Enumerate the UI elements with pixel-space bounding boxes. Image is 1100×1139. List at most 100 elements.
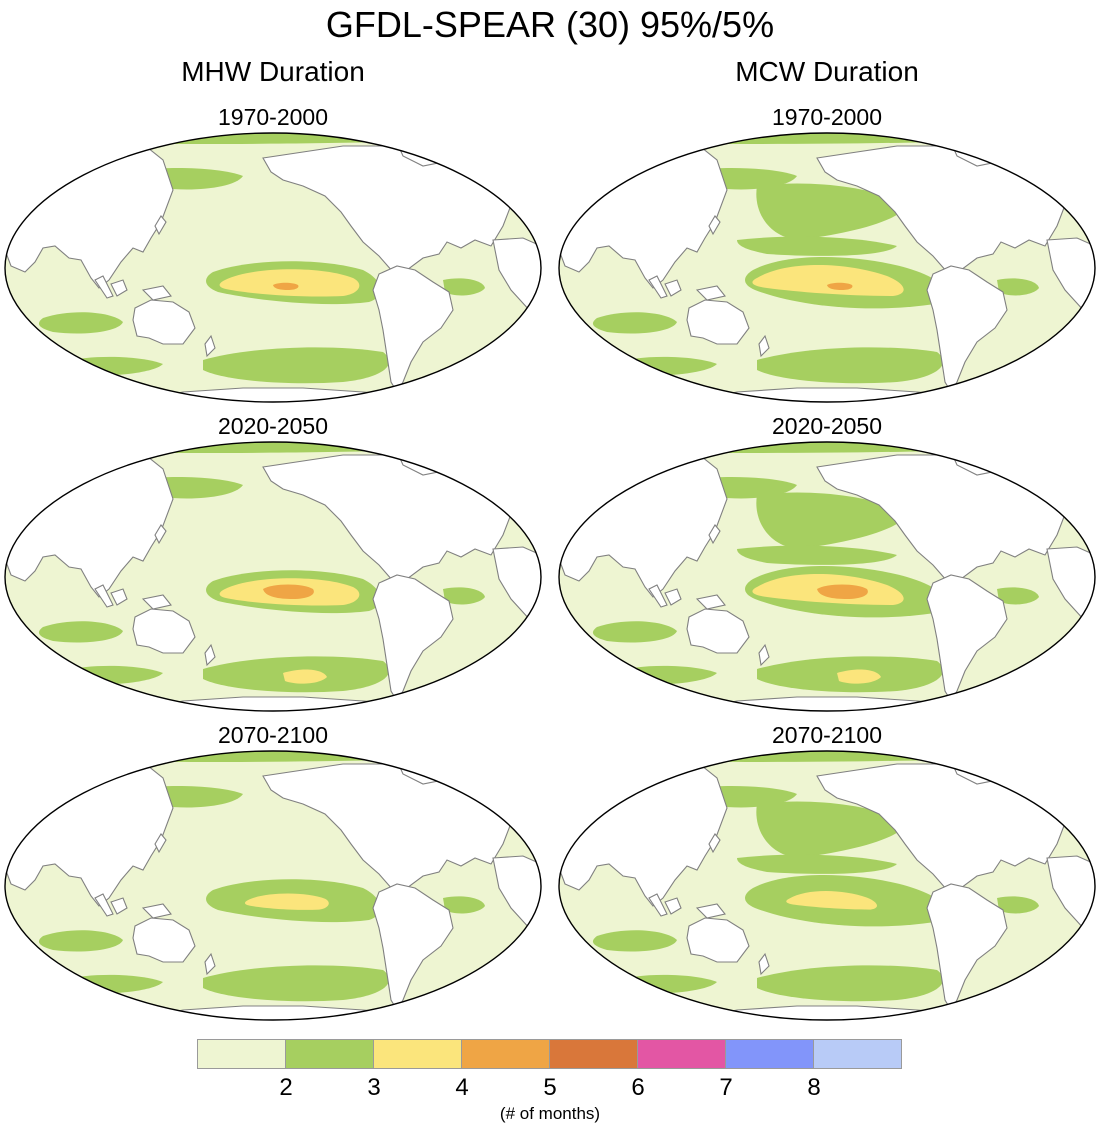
land-newguinea [695,594,726,610]
land-nz [758,643,770,667]
map-panel: 2070-2100 [3,722,543,1022]
land-japan [154,833,167,854]
figure-title: GFDL-SPEAR (30) 95%/5% [325,4,775,45]
duration-region-4-months [752,265,904,296]
world-map [558,132,1096,403]
land-newguinea [141,594,172,610]
land-japan [154,524,167,545]
colorbar-tick-label: 2 [279,1074,293,1101]
land-japan [708,524,721,545]
duration-region-3-months [756,183,907,240]
duration-region-3-months [757,347,944,384]
colorbar-swatch [637,1039,726,1069]
land-nz [758,334,770,358]
duration-region-3-months [737,854,897,874]
land-borneo [664,279,682,297]
colorbar-tick-label: 5 [543,1074,557,1101]
colorbar-swatch [197,1039,286,1069]
land-australia [132,299,196,345]
land-nz [204,643,216,667]
land-australia [686,608,750,654]
duration-region-3-months [997,278,1039,296]
duration-region-3-months [443,896,485,914]
map-boundary [558,750,1096,1021]
duration-region-5-months [827,282,853,290]
map-panel: 2070-2100 [557,722,1097,1022]
colorbar-tick-label: 4 [455,1074,469,1101]
duration-region-4-months [837,669,881,684]
colorbar-swatch [549,1039,638,1069]
duration-region-5-months [263,584,314,599]
land-japan [708,833,721,854]
colorbar [197,1039,902,1069]
duration-region-4-months [283,669,327,684]
land-sumatra [648,584,668,608]
land-samerica [926,883,1008,1012]
duration-region-3-months [1017,666,1087,685]
duration-region-3-months [443,278,485,296]
colorbar-tick-label: 7 [719,1074,733,1101]
land-nz [758,952,770,976]
world-map [4,750,542,1021]
world-map [558,750,1096,1021]
colorbar-units: (# of months) [499,1104,601,1123]
panel-title: 2070-2100 [218,722,328,748]
land-nz [204,952,216,976]
duration-region-3-months [592,621,677,643]
colorbar-swatch [725,1039,814,1069]
duration-region-3-months [38,621,124,643]
duration-region-3-months [997,896,1039,914]
duration-region-3-months [997,587,1039,605]
panel-title: 1970-2000 [772,104,882,130]
land-sumatra [94,584,114,608]
land-samerica [372,574,454,703]
land-japan [708,215,721,236]
panel-title: 2020-2050 [218,413,328,439]
world-map [4,441,542,712]
land-newguinea [141,903,172,919]
land-australia [686,299,750,345]
map-boundary [558,132,1096,403]
duration-region-3-months [737,545,897,565]
map-panel: 2020-2050 [557,413,1097,713]
colorbar-swatch [373,1039,462,1069]
land-samerica [926,574,1008,703]
map-panel: 2020-2050 [3,413,543,713]
land-sumatra [94,893,114,917]
land-newguinea [141,285,172,301]
land-australia [132,608,196,654]
land-borneo [110,588,128,606]
panel-title: 2070-2100 [772,722,882,748]
land-nz [204,334,216,358]
land-borneo [110,279,128,297]
duration-region-5-months [273,282,299,290]
panel-title: 2020-2050 [772,413,882,439]
panel-title: 1970-2000 [218,104,328,130]
duration-region-3-months [203,965,390,1002]
duration-region-3-months [1017,975,1087,994]
duration-region-3-months [1017,357,1087,376]
map-boundary [4,132,542,403]
column-heading-mhw: MHW Duration [181,56,365,87]
duration-region-4-months [786,891,877,910]
land-japan [154,215,167,236]
land-newguinea [695,903,726,919]
map-boundary [4,441,542,712]
land-samerica [372,883,454,1012]
colorbar-tick-label: 3 [367,1074,381,1101]
duration-region-3-months [203,347,390,384]
land-sumatra [94,275,114,299]
map-panel: 1970-2000 [3,104,543,404]
duration-region-3-months [756,801,907,858]
column-heading-mcw: MCW Duration [735,56,919,87]
map-panel: 1970-2000 [557,104,1097,404]
land-sumatra [648,275,668,299]
duration-region-3-months [757,965,944,1002]
land-borneo [110,897,128,915]
colorbar-swatch [813,1039,902,1069]
land-samerica [926,265,1008,394]
duration-region-3-months [592,312,677,334]
duration-region-3-months [443,587,485,605]
land-samerica [372,265,454,394]
colorbar-tick-label: 8 [807,1074,821,1101]
